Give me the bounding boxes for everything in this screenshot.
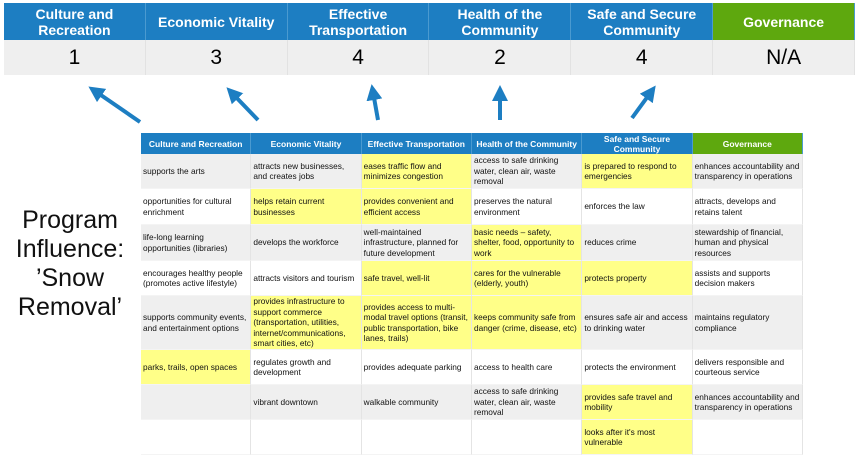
table-cell: ensures safe air and access to drinking … (582, 296, 693, 350)
table-cell: safe travel, well-lit (361, 261, 472, 296)
table-cell: provides adequate parking (361, 350, 472, 385)
arrow-transportation (366, 84, 383, 121)
summary-score: N/A (713, 40, 855, 75)
arrow-culture (88, 86, 142, 124)
summary-header: Governance (713, 3, 855, 40)
summary-header: Health of the Community (429, 3, 572, 40)
table-cell: parks, trails, open spaces (141, 350, 252, 385)
table-cell: enhances accountability and transparency… (692, 385, 803, 420)
influence-table: Culture and Recreation Economic Vitality E… (141, 133, 803, 455)
table-cell (471, 420, 583, 455)
summary-score: 4 (571, 40, 714, 75)
table-cell: life-long learning opportunities (librar… (141, 225, 252, 261)
table-cell: provides infrastructure to support comme… (251, 296, 362, 350)
summary-score: 1 (4, 40, 146, 75)
table-cell: looks after it's most vulnerable (582, 420, 693, 455)
summary-header: Effective Transportation (287, 3, 430, 40)
table-header: Economic Vitality (251, 133, 362, 154)
arrow-safe (630, 85, 656, 120)
table-cell: attracts new businesses, and creates job… (251, 154, 362, 189)
table-cell: is prepared to respond to emergencies (582, 154, 693, 189)
table-cell: maintains regulatory compliance (692, 296, 803, 350)
table-cell: supports the arts (141, 154, 252, 189)
table-header: Health of the Community (471, 133, 583, 154)
summary-header: Culture and Recreation (4, 3, 146, 40)
table-cell: provides safe travel and mobility (582, 385, 693, 420)
summary-score: 4 (287, 40, 430, 75)
program-influence-label: Program Influence: ’Snow Removal’ (15, 206, 125, 321)
table-cell: enhances accountability and transparency… (692, 154, 803, 189)
table-cell: preserves the natural environment (471, 189, 583, 225)
table-cell: assists and supports decision makers (692, 261, 803, 296)
table-header: Safe and Secure Community (582, 133, 693, 154)
table-cell: protects property (582, 261, 693, 296)
table-cell: access to safe drinking water, clean air… (471, 385, 583, 420)
summary-header: Economic Vitality (145, 3, 288, 40)
summary-header: Safe and Secure Community (571, 3, 714, 40)
table-cell: helps retain current businesses (251, 189, 362, 225)
table-cell: stewardship of financial, human and phys… (692, 225, 803, 261)
summary-score: 2 (429, 40, 572, 75)
table-cell (251, 420, 362, 455)
table-cell (692, 420, 803, 455)
table-header: Effective Transportation (361, 133, 472, 154)
table-cell: access to safe drinking water, clean air… (471, 154, 583, 189)
table-cell: opportunities for cultural enrichment (141, 189, 252, 225)
arrow-economic (226, 87, 260, 122)
table-cell: protects the environment (582, 350, 693, 385)
table-cell: access to health care (471, 350, 583, 385)
table-cell (361, 420, 472, 455)
table-cell: attracts, develops and retains talent (692, 189, 803, 225)
table-cell: enforces the law (582, 189, 693, 225)
table-cell: vibrant downtown (251, 385, 362, 420)
table-cell: well-maintained infrastructure, planned … (361, 225, 472, 261)
table-cell: provides access to multi-modal travel op… (361, 296, 472, 350)
table-cell: provides convenient and efficient access (361, 189, 472, 225)
table-header: Governance (692, 133, 803, 154)
table-cell: attracts visitors and tourism (251, 261, 362, 296)
table-cell: reduces crime (582, 225, 693, 261)
table-cell: regulates growth and development (251, 350, 362, 385)
table-cell: eases traffic flow and minimizes congest… (361, 154, 472, 189)
table-cell: walkable community (361, 385, 472, 420)
table-cell: encourages healthy people (promotes acti… (141, 261, 252, 296)
table-header: Culture and Recreation (141, 133, 252, 154)
table-cell: develops the workforce (251, 225, 362, 261)
table-cell: keeps community safe from danger (crime,… (471, 296, 583, 350)
table-cell: cares for the vulnerable (elderly, youth… (471, 261, 583, 296)
summary-score: 3 (145, 40, 288, 75)
table-cell (141, 420, 252, 455)
table-cell: supports community events, and entertain… (141, 296, 252, 350)
table-cell: basic needs – safety, shelter, food, opp… (471, 225, 583, 261)
table-cell: delivers responsible and courteous servi… (692, 350, 803, 385)
summary-scores: Culture and Recreation Economic Vitality E… (4, 3, 855, 75)
table-cell (141, 385, 252, 420)
